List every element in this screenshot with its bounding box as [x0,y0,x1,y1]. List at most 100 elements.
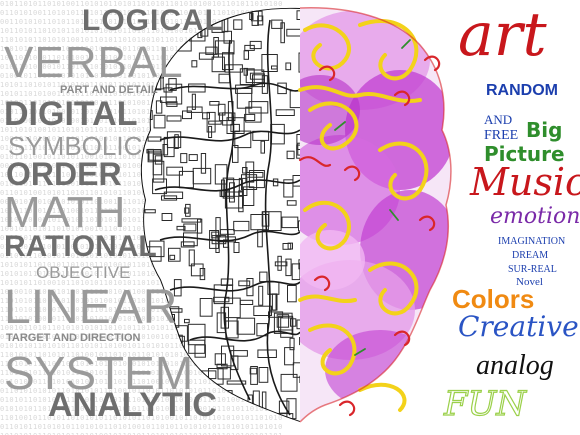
brain-rect [184,207,190,214]
word-sur-real: SUR-REAL [508,264,557,275]
brain-rect [182,110,192,120]
brain-rect [283,179,294,198]
word-picture: Picture [484,142,565,166]
brain-rect [236,317,256,335]
brain-rect [226,380,247,385]
brain-rect [208,120,222,125]
brain-rect [188,154,198,162]
brain-rect [229,396,235,407]
brain-rect [277,255,282,271]
brain-rect [169,254,176,260]
brain-rect [243,67,249,76]
brain-rect [298,259,300,270]
brain-rect [289,337,295,351]
brain-rect [185,203,191,217]
brain-rect [183,223,197,232]
brain-rect [165,83,183,105]
brain-rect [243,50,250,60]
word-target-and-direction: TARGET AND DIRECTION [6,332,141,344]
brain-rect [217,367,231,380]
brain-rect [296,134,300,150]
word-fun: FUN [443,383,526,424]
brain-rect [146,149,162,154]
brain-rect [155,100,163,114]
brain-rect [180,153,188,164]
brain-rect [281,216,299,229]
brain-rect [285,62,292,71]
brain-rect [299,262,300,280]
brain-rect [181,218,202,223]
brain-rect [275,109,295,117]
brain-rect [278,315,294,331]
brain-rect [298,220,300,232]
word-digital: DIGITAL [4,95,138,133]
brain-rect [246,278,254,297]
word-linear: LINEAR [4,281,178,334]
word-free: FREE [484,128,519,143]
brain-rect [217,103,226,116]
brain-rect [188,83,206,93]
brain-rect [257,229,263,248]
brain-rect [149,240,165,258]
brain-rect [217,406,237,418]
brain-rect [233,220,250,232]
brain-rect [160,96,177,103]
word-art: art [458,0,547,70]
word-imagination: IMAGINATION [498,236,566,247]
brain-rect [280,22,285,44]
brain-rect [222,52,234,71]
brain-rect [199,298,213,317]
brain-rect [161,195,178,201]
brain-rect [176,225,186,231]
word-big: Big [526,118,563,142]
brain-rect [248,101,269,114]
brain-rect [292,175,300,187]
word-system: SYSTEM [4,347,194,399]
brain-rect [299,337,300,346]
word-verbal: VERBAL [4,38,184,87]
brain-rect [245,69,265,84]
brain-rect [296,319,300,330]
brain-rect [253,305,273,317]
brain-rect [188,339,206,354]
brain-rect [199,268,206,281]
brain-rect [258,367,269,383]
brain-rect [200,153,207,174]
word-creative: Creative [458,310,579,343]
brain-rect [209,101,220,106]
binary-background: 0101101011010100110101011010110101011010… [0,0,283,435]
brain-rect [194,344,206,358]
brain-rect [299,375,300,383]
brain-rect [166,166,184,176]
brain-rect [163,191,184,200]
word-emotion: emotion [490,204,580,229]
brain-rect [168,247,181,262]
brain-rect [296,10,300,20]
brain-rect [268,311,284,318]
brain-rect [147,148,154,163]
brain-rect [260,140,265,154]
brain-rect [233,242,240,253]
right-hemisphere [298,7,452,423]
brain-rect [262,211,282,231]
word-logical: LOGICAL [82,4,224,37]
brain-rect [261,54,278,72]
brain-rect [244,44,255,51]
brain-rect [144,209,156,214]
brain-rect [287,285,297,303]
brain-rect [298,52,300,73]
word-music: Music [470,160,580,204]
brain-rect [221,411,240,418]
brain-rect [233,19,243,30]
brain-rect [174,134,179,149]
word-symbolic: SYMBOLIC [8,131,143,161]
brain-rect [230,355,239,371]
brain-rect [213,37,219,58]
brain-rect [148,150,162,161]
word-random: RANDOM [486,82,558,99]
brain-rect [250,366,258,385]
brain-rect [153,114,166,129]
brain-rect [273,312,293,334]
brain-rect [239,299,254,305]
